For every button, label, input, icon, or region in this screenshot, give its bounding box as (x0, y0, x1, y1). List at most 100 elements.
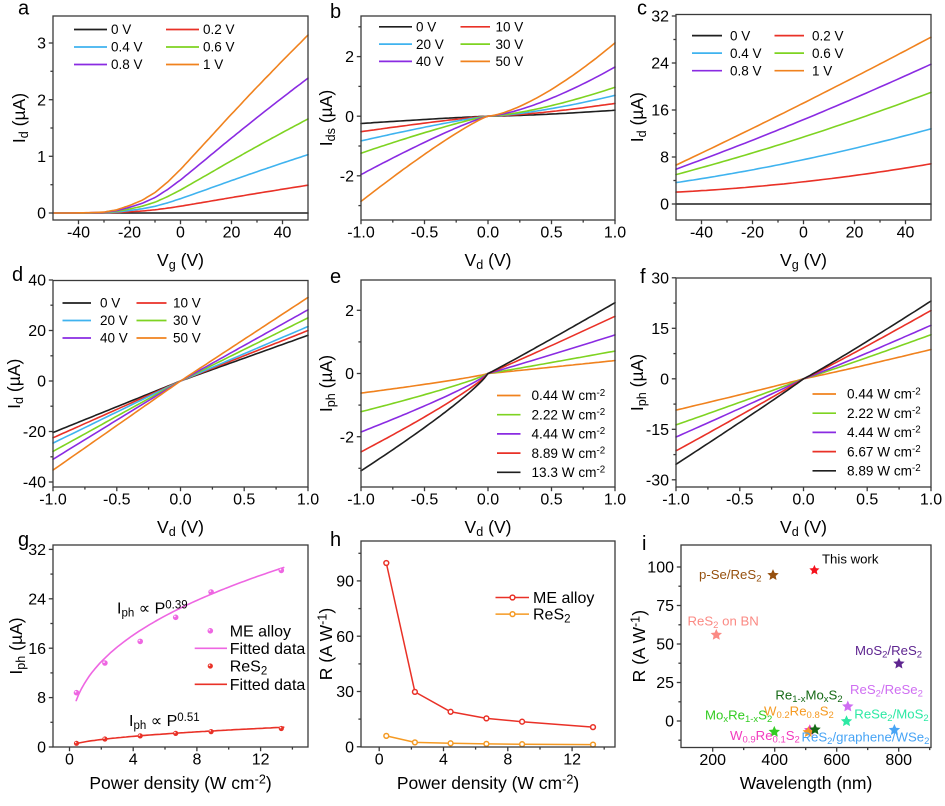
svg-text:0.6 V: 0.6 V (812, 46, 844, 61)
svg-text:-30: -30 (646, 472, 669, 489)
svg-text:20 V: 20 V (100, 313, 128, 328)
svg-text:f: f (640, 266, 646, 288)
svg-text:R (A W-1​): R (A W-1​) (315, 608, 336, 680)
svg-text:2: 2 (345, 303, 354, 320)
svg-text:24: 24 (651, 56, 669, 73)
svg-text:8: 8 (503, 752, 512, 769)
svg-text:60: 60 (336, 629, 354, 646)
svg-text:Vd​ (V): Vd​ (V) (780, 517, 827, 539)
svg-text:-40: -40 (67, 225, 90, 242)
svg-text:0.5: 0.5 (540, 225, 562, 242)
svg-text:Vd​ (V): Vd​ (V) (465, 250, 512, 272)
svg-text:2: 2 (37, 92, 46, 109)
svg-text:ME alloy: ME alloy (230, 623, 291, 640)
svg-text:6.67 W cm-2​: 6.67 W cm-2​ (847, 444, 921, 459)
svg-text:1.0: 1.0 (920, 492, 942, 509)
svg-text:0 V: 0 V (100, 296, 120, 311)
svg-text:32: 32 (651, 9, 669, 26)
svg-text:8: 8 (660, 150, 669, 167)
svg-text:15: 15 (651, 321, 669, 338)
svg-text:g: g (18, 529, 29, 551)
svg-text:800: 800 (885, 752, 912, 769)
svg-text:W0.9​Re0.1​S2​: W0.9​Re0.1​S2​ (730, 728, 800, 745)
svg-text:13.3 W cm-2​: 13.3 W cm-2​ (532, 465, 606, 480)
svg-text:MoS2​/ReS2​: MoS2​/ReS2​ (855, 643, 922, 660)
svg-text:b: b (330, 1, 341, 23)
svg-text:0.5: 0.5 (856, 492, 878, 509)
svg-text:10 V: 10 V (496, 20, 524, 35)
svg-text:Vd​ (V): Vd​ (V) (157, 517, 204, 539)
svg-text:-2: -2 (340, 429, 354, 446)
svg-text:0.8 V: 0.8 V (730, 63, 762, 78)
svg-text:Iph​ (µA): Iph​ (µA) (6, 617, 28, 674)
svg-text:40 V: 40 V (100, 331, 128, 346)
svg-text:-40: -40 (23, 475, 46, 492)
svg-text:ReSe2​/MoS2​: ReSe2​/MoS2​ (854, 707, 928, 724)
svg-text:Ids​ (µA): Ids​ (µA) (316, 90, 338, 146)
svg-text:ME alloy: ME alloy (533, 590, 594, 607)
svg-text:This work: This work (822, 552, 879, 567)
svg-text:2: 2 (345, 49, 354, 66)
svg-text:0: 0 (176, 225, 185, 242)
svg-text:12: 12 (563, 752, 581, 769)
svg-text:400: 400 (761, 752, 788, 769)
svg-text:Fitted data: Fitted data (230, 641, 306, 658)
svg-text:Vg​ (V): Vg​ (V) (157, 250, 204, 272)
svg-text:-0.5: -0.5 (726, 492, 754, 509)
svg-text:0.2 V: 0.2 V (812, 28, 844, 43)
svg-text:75: 75 (656, 598, 674, 615)
svg-text:a: a (18, 0, 30, 20)
svg-text:Id​ (µA): Id​ (µA) (627, 92, 649, 142)
svg-text:Wavelength (nm): Wavelength (nm) (740, 773, 873, 793)
svg-text:0: 0 (799, 225, 808, 242)
svg-text:-0.5: -0.5 (411, 492, 439, 509)
svg-text:0.5: 0.5 (540, 492, 562, 509)
svg-text:1: 1 (37, 149, 46, 166)
svg-text:-20: -20 (118, 225, 141, 242)
svg-text:ReS2​: ReS2​ (533, 607, 571, 626)
svg-text:8: 8 (192, 752, 201, 769)
svg-text:24: 24 (28, 591, 46, 608)
svg-text:1.0: 1.0 (604, 492, 626, 509)
svg-text:-1.0: -1.0 (347, 492, 375, 509)
svg-text:20: 20 (28, 323, 46, 340)
svg-text:-15: -15 (646, 422, 669, 439)
svg-text:4.44 W cm-2​: 4.44 W cm-2​ (847, 425, 921, 440)
svg-text:50 V: 50 V (173, 331, 201, 346)
svg-text:30 V: 30 V (496, 37, 524, 52)
svg-text:-0.5: -0.5 (411, 225, 439, 242)
svg-text:p-Se/ReS2​: p-Se/ReS2​ (699, 567, 761, 584)
svg-text:4: 4 (439, 752, 448, 769)
svg-text:25: 25 (656, 675, 674, 692)
svg-text:Power density (W cm-2​): Power density (W cm-2​) (89, 772, 271, 793)
svg-text:0.44 W cm-2​: 0.44 W cm-2​ (847, 386, 921, 401)
svg-text:-20: -20 (741, 225, 764, 242)
svg-text:0: 0 (65, 752, 74, 769)
svg-text:16: 16 (28, 641, 46, 658)
svg-text:Iph​ ∝ P0.39​: Iph​ ∝ P0.39​ (117, 599, 188, 619)
svg-text:40: 40 (897, 225, 915, 242)
svg-text:Mox​Re1-x​S2​: Mox​Re1-x​S2​ (705, 708, 772, 725)
svg-text:-1.0: -1.0 (347, 225, 375, 242)
svg-text:8: 8 (37, 690, 46, 707)
svg-text:0 V: 0 V (416, 20, 436, 35)
svg-text:i: i (642, 533, 646, 555)
svg-text:40 V: 40 V (416, 54, 444, 69)
svg-text:2.22 W cm-2​: 2.22 W cm-2​ (847, 406, 921, 421)
svg-text:Vd​ (V): Vd​ (V) (465, 517, 512, 539)
svg-text:0: 0 (660, 197, 669, 214)
svg-text:40: 40 (274, 225, 292, 242)
svg-text:4: 4 (129, 752, 138, 769)
svg-text:-40: -40 (690, 225, 713, 242)
svg-text:600: 600 (823, 752, 850, 769)
svg-text:c: c (637, 0, 647, 20)
svg-text:1 V: 1 V (812, 63, 832, 78)
svg-text:2.22 W cm-2​: 2.22 W cm-2​ (532, 407, 606, 422)
svg-text:Fitted data: Fitted data (230, 677, 306, 694)
svg-text:0: 0 (375, 752, 384, 769)
svg-text:0.2 V: 0.2 V (203, 22, 235, 37)
svg-text:20: 20 (846, 225, 864, 242)
svg-text:0.4 V: 0.4 V (730, 46, 762, 61)
svg-text:30: 30 (336, 684, 354, 701)
svg-text:20 V: 20 V (416, 37, 444, 52)
